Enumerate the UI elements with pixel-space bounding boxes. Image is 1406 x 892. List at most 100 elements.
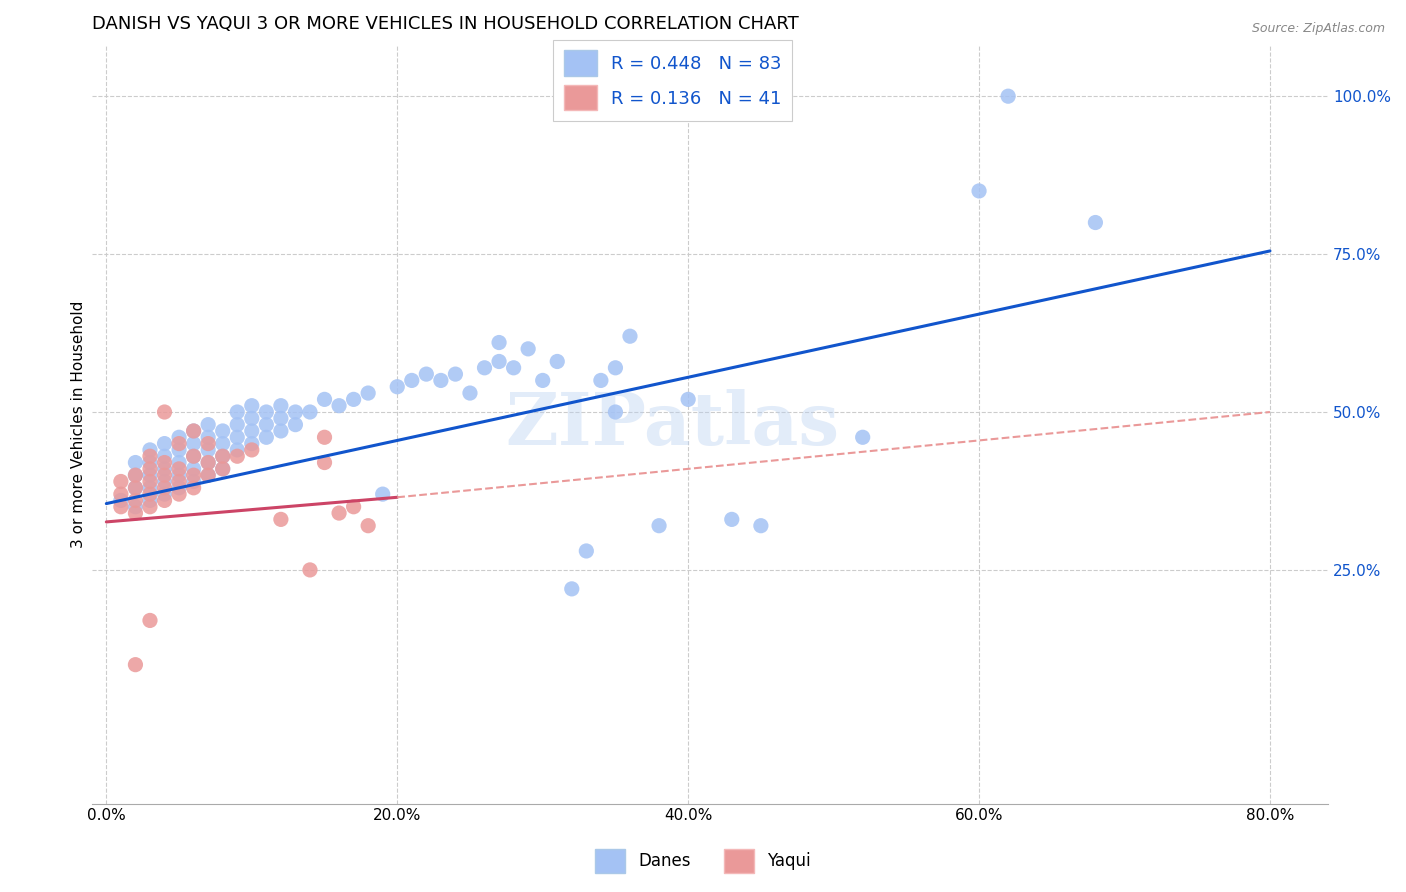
Point [167,456,190,470]
Point [240,424,263,438]
Point [197,456,219,470]
Point [153,456,176,470]
Point [270,399,292,413]
Point [284,417,307,432]
Point [153,487,176,501]
Point [298,563,321,577]
Point [197,442,219,457]
Point [343,392,366,407]
Point [343,500,366,514]
Point [124,506,146,520]
Text: Source: ZipAtlas.com: Source: ZipAtlas.com [1251,22,1385,36]
Point [371,487,394,501]
Point [720,512,742,526]
Point [328,399,350,413]
Point [270,411,292,425]
Point [676,392,699,407]
Point [167,442,190,457]
Point [211,424,233,438]
Point [167,475,190,489]
Point [357,518,380,533]
Point [167,436,190,450]
Point [314,430,336,444]
Point [211,449,233,463]
Point [967,184,990,198]
Point [488,354,510,368]
Point [254,405,277,419]
Point [401,373,423,387]
Point [139,475,162,489]
Point [314,392,336,407]
Point [153,468,176,483]
Point [183,475,205,489]
Point [749,518,772,533]
Point [270,512,292,526]
Text: DANISH VS YAQUI 3 OR MORE VEHICLES IN HOUSEHOLD CORRELATION CHART: DANISH VS YAQUI 3 OR MORE VEHICLES IN HO… [91,15,799,33]
Point [852,430,875,444]
Point [183,424,205,438]
Point [139,481,162,495]
Point [124,500,146,514]
Point [139,468,162,483]
Point [139,614,162,628]
Point [153,436,176,450]
Point [153,475,176,489]
Legend: Danes, Yaqui: Danes, Yaqui [588,842,818,880]
Point [139,462,162,476]
Point [139,442,162,457]
Point [153,449,176,463]
Point [488,335,510,350]
Point [314,456,336,470]
Point [357,386,380,401]
Point [139,500,162,514]
Point [517,342,540,356]
Point [153,493,176,508]
Point [270,424,292,438]
Point [415,367,437,381]
Point [575,544,598,558]
Point [124,481,146,495]
Point [183,468,205,483]
Point [197,468,219,483]
Point [474,360,496,375]
Point [1084,215,1107,229]
Point [139,487,162,501]
Point [561,582,583,596]
Point [124,468,146,483]
Point [167,430,190,444]
Point [240,399,263,413]
Point [197,436,219,450]
Point [589,373,612,387]
Point [124,493,146,508]
Point [240,411,263,425]
Point [124,481,146,495]
Point [167,462,190,476]
Point [502,360,524,375]
Point [605,405,627,419]
Point [387,380,409,394]
Point [183,424,205,438]
Y-axis label: 3 or more Vehicles in Household: 3 or more Vehicles in Household [72,301,86,549]
Legend: R = 0.448   N = 83, R = 0.136   N = 41: R = 0.448 N = 83, R = 0.136 N = 41 [554,39,793,121]
Point [531,373,554,387]
Point [226,442,249,457]
Point [211,462,233,476]
Point [167,468,190,483]
Point [124,468,146,483]
Point [226,430,249,444]
Point [197,430,219,444]
Point [110,487,132,501]
Point [997,89,1019,103]
Point [110,475,132,489]
Point [197,468,219,483]
Point [183,449,205,463]
Point [110,500,132,514]
Point [139,456,162,470]
Point [430,373,453,387]
Text: ZIPatlas: ZIPatlas [506,389,839,460]
Point [226,417,249,432]
Point [139,449,162,463]
Point [183,462,205,476]
Point [153,481,176,495]
Point [226,405,249,419]
